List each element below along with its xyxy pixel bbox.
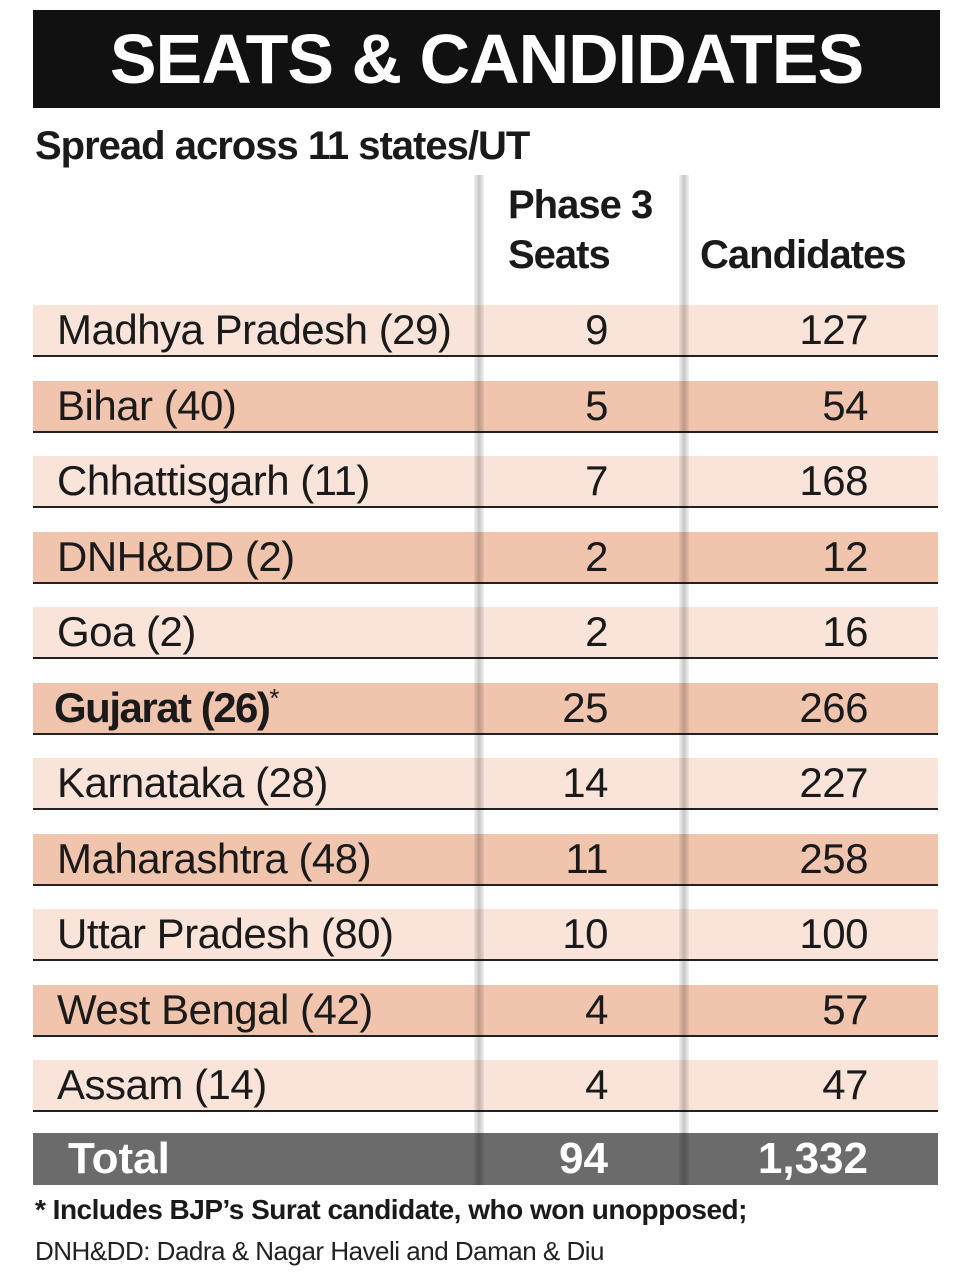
row-band — [33, 758, 938, 810]
title-bar — [33, 10, 940, 108]
seats: 2 — [585, 532, 608, 580]
state-name: Karnataka (28) — [57, 759, 328, 806]
row-band — [33, 984, 938, 1037]
column-divider — [679, 175, 689, 1185]
subtitle: Spread across 11 states/UT — [35, 124, 530, 168]
total-seats: 94 — [559, 1134, 608, 1183]
state-name: Bihar (40) — [57, 381, 237, 429]
seats: 10 — [562, 910, 608, 957]
candidates: 47 — [822, 1061, 868, 1108]
seats: 14 — [562, 759, 608, 806]
footnote: * Includes BJP’s Surat candidate, who wo… — [35, 1194, 747, 1225]
candidates: 168 — [799, 457, 868, 504]
row-band — [33, 682, 938, 735]
column-header: Phase 3 — [508, 183, 653, 227]
candidates: 16 — [822, 608, 868, 655]
column-header: Candidates — [700, 233, 907, 277]
candidates: 266 — [799, 683, 868, 731]
state-name: Chhattisgarh (11) — [57, 457, 370, 504]
row-band — [33, 909, 938, 961]
row-band — [33, 456, 938, 508]
row-band — [33, 607, 938, 659]
state-name: Madhya Pradesh (29) — [57, 306, 452, 353]
seats: 4 — [585, 1061, 608, 1108]
seats: 5 — [585, 381, 608, 429]
seats: 7 — [585, 457, 608, 504]
seats: 11 — [565, 834, 608, 882]
column-header: Seats — [508, 233, 611, 277]
row-band — [33, 833, 938, 886]
state-name: DNH&DD (2) — [57, 532, 295, 580]
column-divider — [474, 175, 484, 1185]
row-band — [33, 531, 938, 584]
row-band — [33, 380, 938, 433]
seats: 2 — [585, 608, 608, 655]
state-name: Assam (14) — [57, 1061, 267, 1108]
candidates: 227 — [799, 759, 868, 806]
seats: 9 — [585, 306, 608, 353]
total-label: Total — [68, 1134, 170, 1183]
state-name: Gujarat (26)* — [54, 682, 279, 731]
row-band — [33, 1060, 938, 1112]
candidates: 54 — [822, 381, 868, 429]
state-name: Uttar Pradesh (80) — [57, 910, 394, 957]
footnote: DNH&DD: Dadra & Nagar Haveli and Daman &… — [35, 1236, 605, 1266]
seats: 25 — [562, 683, 608, 731]
title: SEATS & CANDIDATES — [109, 20, 864, 98]
row-band — [33, 305, 938, 357]
total-candidates: 1,332 — [757, 1134, 868, 1183]
candidates: 100 — [799, 910, 868, 957]
state-name: Goa (2) — [57, 608, 196, 655]
candidates: 127 — [799, 306, 868, 353]
footnote-marker: * — [269, 682, 279, 713]
candidates: 12 — [822, 532, 868, 580]
total-band — [33, 1133, 938, 1185]
state-name: Maharashtra (48) — [57, 834, 372, 882]
state-name: West Bengal (42) — [57, 985, 373, 1033]
candidates: 258 — [799, 834, 868, 882]
seats: 4 — [585, 985, 608, 1033]
candidates: 57 — [822, 985, 868, 1033]
